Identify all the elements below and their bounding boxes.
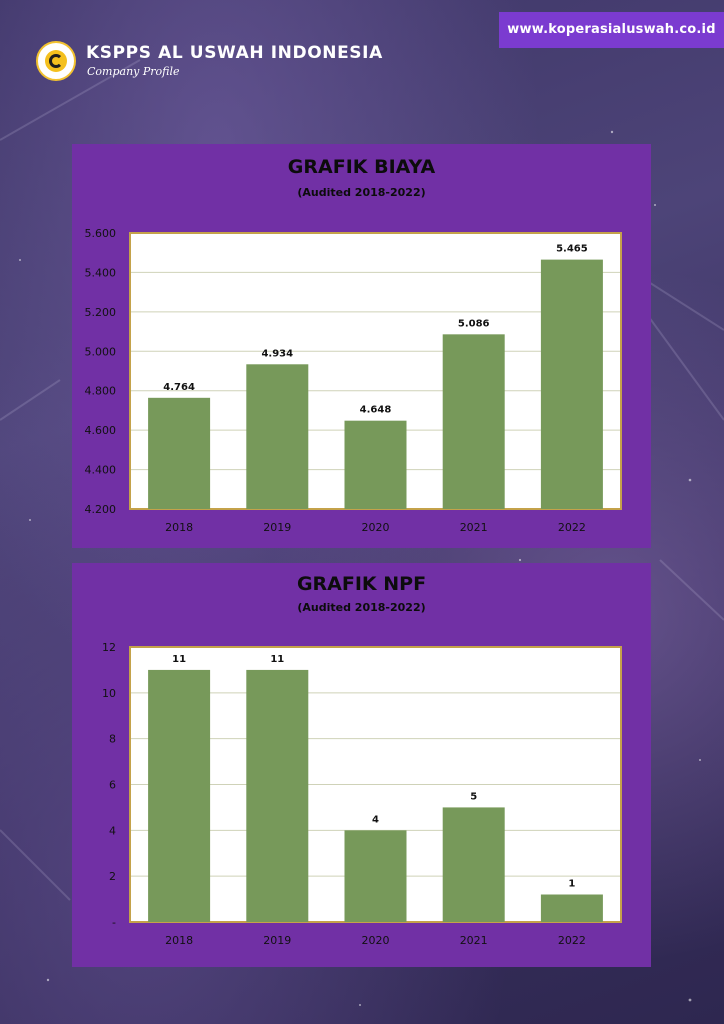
y-tick-label: 5.400 [85,266,117,279]
data-label: 4.648 [360,405,392,416]
bar [540,894,603,922]
bar [246,364,309,509]
bar [344,420,407,509]
y-tick-label: 6 [109,779,116,792]
y-tick-label: 10 [102,687,116,700]
y-tick-label: 5.600 [85,227,117,240]
data-label: 5.465 [556,244,588,255]
bar [540,259,603,509]
data-label: 5 [470,791,477,802]
data-label: 5.086 [458,318,490,329]
y-tick-label: 5.000 [85,345,117,358]
y-tick-label: 4.800 [85,385,117,398]
y-tick-label: 4.600 [85,424,117,437]
bar-chart-npf: - 2 4 6 8 10 12 11 2018 11 2019 4 2020 5 2021 1 2022 [102,641,622,947]
chart-title: GRAFIK BIAYA [287,156,436,178]
data-label: 11 [270,654,284,665]
x-tick-label: 2019 [263,521,291,534]
x-tick-label: 2018 [165,934,193,947]
data-label: 4.934 [261,348,293,359]
y-tick-label: 4.200 [85,503,117,516]
bar [148,669,211,922]
chart-panel-npf: GRAFIK NPF (Audited 2018-2022) -2 4 6 8 10 12… [72,563,651,967]
x-tick-label: 2019 [263,934,291,947]
data-label: 1 [568,879,575,890]
x-tick-label: 2021 [460,521,488,534]
x-tick-label: 2020 [362,521,390,534]
bar [442,334,505,509]
bar-chart-biaya: 4.200 4.400 4.600 4.800 5.000 5.200 5.400 5.600… [85,227,622,534]
x-tick-label: 2018 [165,521,193,534]
y-tick-label: 4.400 [85,464,117,477]
bar [148,397,211,509]
org-name: KSPPS AL USWAH INDONESIA [86,43,383,63]
x-tick-label: 2021 [460,934,488,947]
y-tick-label: 12 [102,641,116,654]
y-tick-label: 5.200 [85,306,117,319]
koperasi-logo [36,41,76,81]
y-tick-label: 2 [109,870,116,883]
data-label: 11 [172,654,186,665]
bar [246,669,309,922]
data-label: 4 [372,814,379,825]
y-tick-label: - [112,916,116,929]
chart-panel-biaya: GRAFIK BIAYA (Audited 2018-2022) 4.200 4.… [72,144,651,548]
bar [344,830,407,922]
x-tick-label: 2020 [362,934,390,947]
chart-subtitle: (Audited 2018-2022) [297,601,426,614]
website-url-badge[interactable]: www.koperasialuswah.co.id [499,12,724,48]
y-tick-label: 4 [109,824,116,837]
data-label: 4.764 [163,382,195,393]
x-tick-label: 2022 [558,934,586,947]
y-tick-label: 8 [109,733,116,746]
bar [442,807,505,922]
chart-title: GRAFIK NPF [296,573,427,595]
x-tick-label: 2022 [558,521,586,534]
company-profile-subtitle: Company Profile [87,65,180,78]
chart-subtitle: (Audited 2018-2022) [297,186,426,199]
